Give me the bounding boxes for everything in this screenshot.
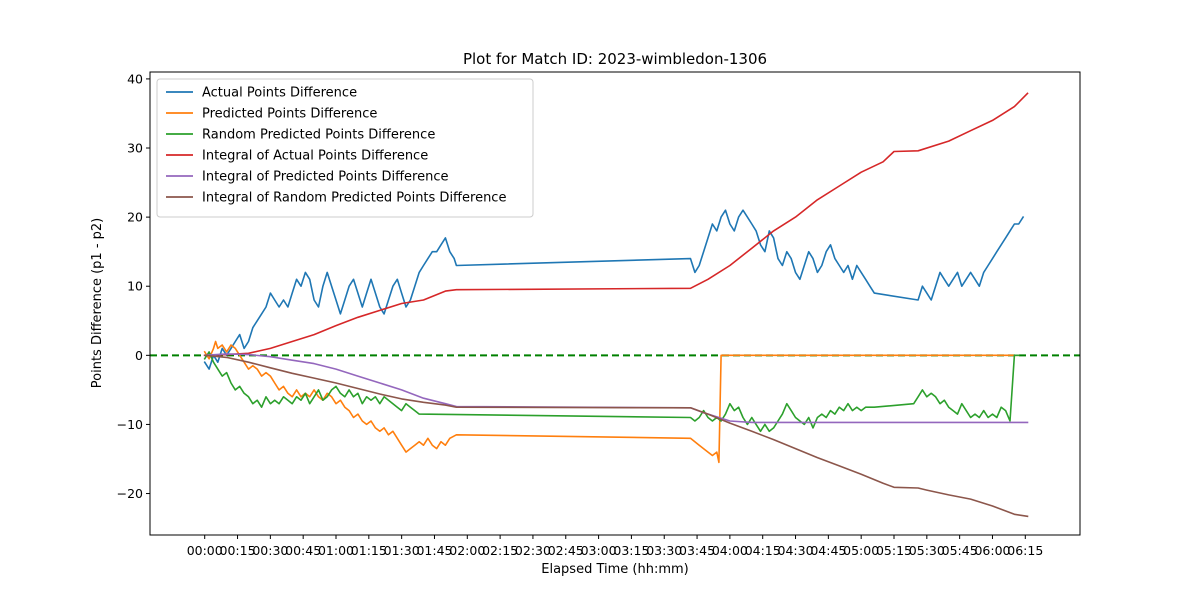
legend-label: Integral of Actual Points Difference — [202, 149, 428, 164]
legend-label: Integral of Predicted Points Difference — [202, 170, 449, 185]
x-tick-label: 00:45 — [285, 543, 321, 558]
legend-label: Predicted Points Difference — [202, 107, 377, 122]
series-line-2 — [203, 340, 1020, 464]
x-tick-label: 06:15 — [1007, 543, 1043, 558]
x-tick-label: 00:00 — [187, 543, 223, 558]
series-line-4 — [203, 92, 1029, 357]
x-tick-label: 05:30 — [909, 543, 945, 558]
series-line-6 — [203, 354, 1029, 518]
y-axis: −20 −10 0 10 20 30 40 — [117, 71, 150, 501]
y-axis-title: Points Difference (p1 - p2) — [90, 218, 105, 388]
y-tick-label: 40 — [127, 71, 143, 86]
x-tick-label: 04:45 — [810, 543, 846, 558]
x-tick-label: 01:00 — [318, 543, 354, 558]
y-tick-label: 20 — [127, 210, 143, 225]
y-tick-label: −20 — [117, 486, 143, 501]
x-axis: 00:0000:1500:3000:4501:0001:1501:3001:45… — [187, 535, 1043, 558]
y-tick-label: 0 — [135, 348, 143, 363]
x-tick-label: 01:45 — [416, 543, 452, 558]
x-tick-label: 01:15 — [351, 543, 387, 558]
x-tick-label: 04:30 — [778, 543, 814, 558]
x-tick-label: 06:00 — [974, 543, 1010, 558]
x-tick-label: 04:15 — [745, 543, 781, 558]
x-tick-label: 03:30 — [646, 543, 682, 558]
x-tick-label: 03:45 — [679, 543, 715, 558]
x-tick-label: 02:45 — [548, 543, 584, 558]
x-axis-title: Elapsed Time (hh:mm) — [541, 562, 688, 577]
x-tick-label: 02:30 — [515, 543, 551, 558]
x-tick-label: 00:30 — [252, 543, 288, 558]
x-tick-label: 04:00 — [712, 543, 748, 558]
x-tick-label: 05:00 — [843, 543, 879, 558]
x-tick-label: 03:15 — [613, 543, 649, 558]
legend-label: Actual Points Difference — [202, 86, 357, 101]
x-tick-label: 05:15 — [876, 543, 912, 558]
x-tick-label: 05:45 — [942, 543, 978, 558]
series-line-1 — [203, 209, 1025, 370]
plot-area-frame — [149, 71, 1081, 536]
y-tick-label: −10 — [117, 417, 143, 432]
series-line-5 — [203, 353, 1029, 424]
x-tick-label: 00:15 — [220, 543, 256, 558]
y-tick-label: 10 — [127, 279, 143, 294]
legend-label: Random Predicted Points Difference — [202, 128, 435, 143]
x-tick-label: 03:00 — [581, 543, 617, 558]
legend-box — [156, 78, 534, 218]
x-tick-label: 01:30 — [384, 543, 420, 558]
series-layer — [203, 92, 1029, 518]
series-line-3 — [203, 351, 1020, 433]
legend-label: Integral of Random Predicted Points Diff… — [202, 191, 506, 206]
chart-title: Plot for Match ID: 2023-wimbledon-1306 — [463, 50, 767, 68]
y-tick-label: 30 — [127, 141, 143, 156]
x-tick-label: 02:00 — [449, 543, 485, 558]
legend: Actual Points Difference Predicted Points… — [156, 78, 534, 218]
x-tick-label: 02:15 — [482, 543, 518, 558]
